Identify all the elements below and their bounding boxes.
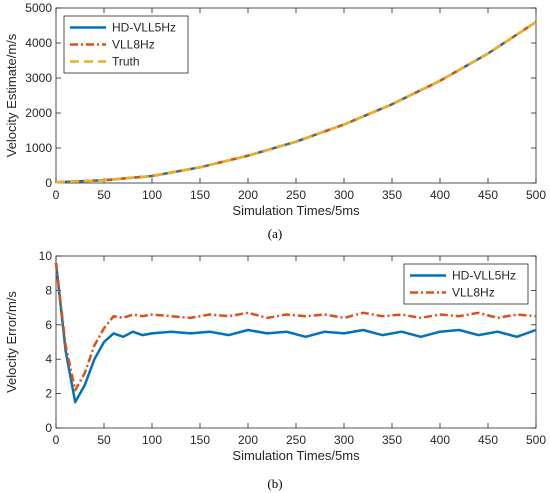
- x-tick-label: 350: [382, 433, 402, 447]
- chart-panel-b: 0 50 100 150 200 250 300 350 400 450 500 0 2 4 6 8 10 Sim…: [4, 249, 546, 463]
- x-tick-label: 500: [526, 433, 546, 447]
- x-tick-label: 100: [142, 188, 162, 202]
- y-tick-label: 3000: [25, 71, 52, 85]
- x-tick-label: 500: [526, 188, 546, 202]
- y-axis-label: Velocity Error/m/s: [4, 291, 19, 393]
- y-tick-label: 10: [39, 249, 53, 263]
- x-tick-label: 350: [382, 188, 402, 202]
- legend-label: HD-VLL5Hz: [452, 269, 516, 283]
- y-tick-label: 2: [45, 387, 52, 401]
- y-tick-label: 4: [45, 352, 52, 366]
- x-tick-label: 0: [53, 188, 60, 202]
- legend-label: VLL8Hz: [112, 38, 155, 52]
- x-tick-label: 0: [53, 433, 60, 447]
- x-tick-label: 400: [430, 433, 450, 447]
- x-tick-label: 300: [334, 188, 354, 202]
- x-tick-label: 200: [238, 188, 258, 202]
- x-tick-label: 100: [142, 433, 162, 447]
- y-tick-label: 0: [45, 176, 52, 190]
- x-tick-label: 450: [478, 433, 498, 447]
- caption-a: (a): [268, 226, 282, 241]
- y-tick-label: 4000: [25, 36, 52, 50]
- x-axis-label: Simulation Times/5ms: [232, 448, 360, 463]
- x-tick-label: 200: [238, 433, 258, 447]
- x-tick-label: 150: [190, 433, 210, 447]
- y-tick-label: 1000: [25, 141, 52, 155]
- x-tick-label: 450: [478, 188, 498, 202]
- x-tick-label: 150: [190, 188, 210, 202]
- x-tick-label: 250: [286, 188, 306, 202]
- y-tick-label: 0: [45, 421, 52, 435]
- x-tick-label: 50: [97, 433, 111, 447]
- x-axis-label: Simulation Times/5ms: [232, 203, 360, 218]
- y-axis-label: Velocity Estimate/m/s: [4, 33, 19, 157]
- x-tick-label: 250: [286, 433, 306, 447]
- legend-label: VLL8Hz: [452, 286, 495, 300]
- chart-panel-a: 0 50 100 150 200 250 300 350 400 450 5000100020003…: [4, 1, 546, 218]
- x-tick-label: 400: [430, 188, 450, 202]
- y-tick-label: 5000: [25, 1, 52, 15]
- y-tick-label: 8: [45, 283, 52, 297]
- caption-b: (b): [267, 476, 282, 491]
- y-tick-label: 2000: [25, 106, 52, 120]
- x-tick-label: 50: [97, 188, 111, 202]
- legend-label: Truth: [112, 55, 140, 69]
- legend-label: HD-VLL5Hz: [112, 21, 176, 35]
- x-tick-label: 300: [334, 433, 354, 447]
- y-tick-label: 6: [45, 318, 52, 332]
